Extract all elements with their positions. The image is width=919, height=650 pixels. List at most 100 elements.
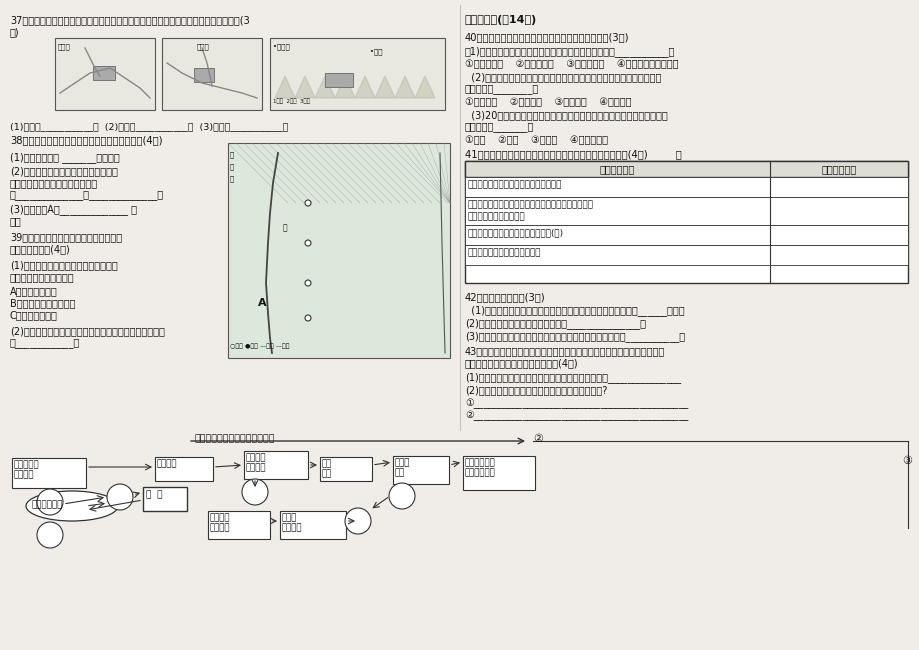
Bar — [464, 161, 907, 283]
Bar — [208, 511, 269, 539]
Text: 顺序排列：_______。: 顺序排列：_______。 — [464, 122, 534, 132]
Text: ○院校 ●企业 —公路 —铁路: ○院校 ●企业 —公路 —铁路 — [230, 343, 289, 348]
Text: A．水土流失减轻: A．水土流失减轻 — [10, 286, 58, 296]
Bar — [162, 38, 262, 110]
Text: 山: 山 — [230, 175, 234, 181]
Text: 38．读美国「硅谷」地区略图，完成下列问题：(4分): 38．读美国「硅谷」地区略图，完成下列问题：(4分) — [10, 135, 163, 145]
Text: 农林牧
综合治理: 农林牧 综合治理 — [282, 513, 302, 532]
Text: （1)非洲大陆从赤道向南北方向，依次出现的自然带是：___________。: （1)非洲大陆从赤道向南北方向，依次出现的自然带是：___________。 — [464, 46, 675, 57]
Bar — [194, 68, 214, 82]
Text: ①热带雨林带    ②热带荒漠带    ③热带草原带    ④亚热带常绿硬叶林带: ①热带雨林带 ②热带荒漠带 ③热带草原带 ④亚热带常绿硬叶林带 — [464, 59, 678, 69]
Text: 我国拥有百万人口以上城市最多的省(区): 我国拥有百万人口以上城市最多的省(区) — [468, 228, 563, 237]
Text: 社会经济
效益提高: 社会经济 效益提高 — [245, 453, 267, 473]
Text: 金: 金 — [230, 163, 234, 170]
Text: ②____________________________________________: ②_______________________________________… — [464, 411, 687, 421]
Text: (1)该区域工业以 _______为主导。: (1)该区域工业以 _______为主导。 — [10, 152, 119, 163]
Text: 路和外环线，请根据这种现象分析：(4分): 路和外环线，请根据这种现象分析：(4分) — [464, 358, 578, 368]
Text: (2)除了良好的自然条件和稳定的军事订: (2)除了良好的自然条件和稳定的军事订 — [10, 166, 118, 176]
Bar — [320, 457, 371, 481]
Text: (2)我国可持续发展的农业生产模式是_______________。: (2)我国可持续发展的农业生产模式是_______________。 — [464, 318, 645, 329]
Text: (1)当前引起全球气候变暖的主要原因是人类活动排入大气中的______增多。: (1)当前引起全球气候变暖的主要原因是人类活动排入大气中的______增多。 — [464, 305, 684, 316]
Text: 在互联网上开展的商业经济活动: 在互联网上开展的商业经济活动 — [468, 248, 541, 257]
Bar — [269, 38, 445, 110]
Text: 流。: 流。 — [10, 216, 22, 226]
Text: 顺序排列：________。: 顺序排列：________。 — [464, 84, 539, 94]
Text: 运用知识: 运用知识 — [157, 459, 177, 468]
Text: (1)将代表不同涵义的字母填人图中空白: (1)将代表不同涵义的字母填人图中空白 — [10, 260, 118, 270]
Text: 置  图: 置 图 — [146, 490, 163, 499]
Bar — [464, 161, 907, 177]
Polygon shape — [414, 76, 435, 98]
Text: •朗县: •朗县 — [369, 48, 382, 55]
Polygon shape — [314, 76, 335, 98]
Text: 1平原  2山地  3大河: 1平原 2山地 3大河 — [273, 98, 310, 103]
Polygon shape — [275, 76, 295, 98]
Bar — [93, 66, 115, 80]
Text: 经济、社会、生态效益不断提高: 经济、社会、生态效益不断提高 — [195, 434, 275, 443]
Polygon shape — [295, 76, 314, 98]
Text: 大: 大 — [283, 223, 288, 232]
Text: (3)人口向城市地区集聚和乡村地区转变为城市地区的过程叫___________。: (3)人口向城市地区集聚和乡村地区转变为城市地区的过程叫___________。 — [464, 331, 685, 342]
Text: (3)图中洋流A是______________ 寒: (3)图中洋流A是______________ 寒 — [10, 204, 137, 215]
Polygon shape — [335, 76, 355, 98]
Bar — [392, 456, 448, 484]
Circle shape — [242, 479, 267, 505]
Text: 重庆市: 重庆市 — [58, 43, 71, 49]
Text: (2)下列工业企业按资源密集型、资金密集型、技术密集型、劳动密集型: (2)下列工业企业按资源密集型、资金密集型、技术密集型、劳动密集型 — [464, 72, 661, 82]
Text: (2)成都市这样的道路建设，有哪些方面的积极作用?: (2)成都市这样的道路建设，有哪些方面的积极作用? — [464, 385, 607, 395]
Text: 43．成都市的道路建设在目前已有的一环路、二环路基础上，正在建设三环: 43．成都市的道路建设在目前已有的一环路、二环路基础上，正在建设三环 — [464, 346, 664, 356]
Text: 增加
收入: 增加 收入 — [322, 459, 332, 478]
Text: 热带或副热带洋面上强烈发展的热带气旋: 热带或副热带洋面上强烈发展的热带气旋 — [468, 180, 562, 189]
Text: 发展副
工业: 发展副 工业 — [394, 458, 410, 477]
Text: 有______________、______________。: 有______________、______________。 — [10, 190, 164, 200]
Text: 货外，「硅谷」发展的有利条件还: 货外，「硅谷」发展的有利条件还 — [10, 178, 98, 188]
Text: (2)在图内各项中，摆脱恶性循环，实现良性循环的关键在: (2)在图内各项中，摆脱恶性循环，实现良性循环的关键在 — [10, 326, 165, 336]
Text: (1)成都市的道路建设现状反映了城市化三个标志之一_______________: (1)成都市的道路建设现状反映了城市化三个标志之一_______________ — [464, 372, 680, 383]
Text: 四、简答题(共14分): 四、简答题(共14分) — [464, 15, 537, 25]
Text: 地理事物名称: 地理事物名称 — [821, 164, 856, 174]
Bar — [324, 73, 353, 87]
Polygon shape — [355, 76, 375, 98]
Polygon shape — [375, 76, 394, 98]
Text: 市场需求
多产粮食: 市场需求 多产粮食 — [210, 513, 231, 532]
Text: C．粮食单产提高: C．粮食单产提高 — [10, 310, 58, 320]
Circle shape — [107, 484, 133, 510]
Text: ①____________________________________________: ①_______________________________________… — [464, 398, 687, 409]
Bar — [228, 143, 449, 358]
Bar — [279, 511, 346, 539]
Text: ③: ③ — [901, 456, 911, 466]
Ellipse shape — [26, 491, 118, 521]
Text: 40．按下列各题的要求，排列地理事物的数码代号：(3分): 40．按下列各题的要求，排列地理事物的数码代号：(3分) — [464, 32, 629, 42]
Bar — [154, 457, 213, 481]
Text: 内的政治经济、文化中心: 内的政治经济、文化中心 — [468, 212, 525, 221]
Bar — [462, 456, 535, 490]
Text: 生态环境改善
土壤肥力增强: 生态环境改善 土壤肥力增强 — [464, 458, 495, 477]
Text: ①钢铁工业    ②纺织工业    ③电子工业    ④采掘工业: ①钢铁工业 ②纺织工业 ③电子工业 ④采掘工业 — [464, 97, 630, 107]
Text: 圆内，每个字母限填一次: 圆内，每个字母限填一次 — [10, 272, 74, 282]
Polygon shape — [394, 76, 414, 98]
Bar — [464, 177, 907, 197]
Circle shape — [345, 508, 370, 534]
Circle shape — [37, 489, 62, 515]
Bar — [464, 197, 907, 225]
Bar — [142, 487, 187, 511]
Text: A: A — [257, 298, 267, 308]
Text: 地理事物特征: 地理事物特征 — [598, 164, 634, 174]
Text: B．毁林开荒，水土流失: B．毁林开荒，水土流失 — [10, 298, 75, 308]
Text: 生态环境恶化: 生态环境恶化 — [32, 500, 63, 509]
Text: 旧: 旧 — [230, 151, 234, 157]
Bar — [12, 458, 85, 488]
Text: 37．读下面三幅图，分析回答影响重庆、株洲、拉萨城市形成和发展的主要区位因素：(3: 37．读下面三幅图，分析回答影响重庆、株洲、拉萨城市形成和发展的主要区位因素：(… — [10, 15, 249, 25]
Text: 分): 分) — [10, 27, 19, 37]
Text: 39．读下面某地区农业恶性循环与良性循: 39．读下面某地区农业恶性循环与良性循 — [10, 232, 122, 242]
Circle shape — [305, 240, 311, 246]
Text: 环意图，完成：(4分): 环意图，完成：(4分) — [10, 244, 71, 254]
Circle shape — [389, 483, 414, 509]
Bar — [464, 245, 907, 265]
Circle shape — [37, 522, 62, 548]
Text: (1)重庆：___________。  (2)株洲：___________。  (3)拉萨：___________。: (1)重庆：___________。 (2)株洲：___________。 (3… — [10, 122, 288, 131]
Bar — [464, 225, 907, 245]
Text: ①石油    ②煤炭    ③天然气    ④水电和核电: ①石油 ②煤炭 ③天然气 ④水电和核电 — [464, 135, 607, 145]
Circle shape — [305, 200, 311, 206]
Circle shape — [305, 315, 311, 321]
